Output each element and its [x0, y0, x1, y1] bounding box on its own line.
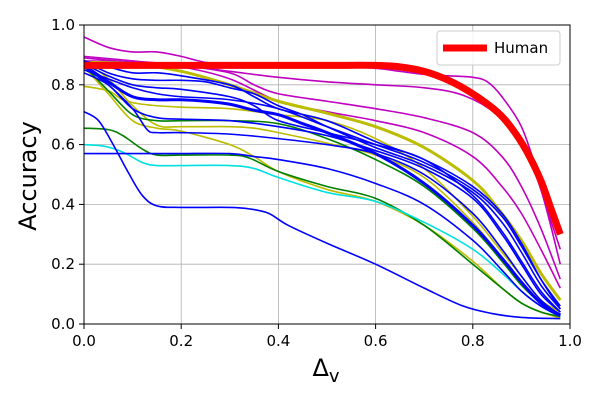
x-axis-title-subscript: v: [329, 366, 340, 387]
x-tick-label: 0.6: [364, 332, 388, 350]
legend-frame: [436, 30, 561, 66]
y-tick-label: 0.6: [51, 136, 75, 154]
y-tick-label: 0.0: [51, 315, 75, 333]
series-line-blue-2: [84, 152, 561, 318]
y-tick-label: 0.4: [51, 195, 75, 213]
series-line-cyan-1: [83, 143, 561, 318]
series-line-blue-6: [83, 60, 561, 310]
y-tick-label: 0.8: [51, 76, 75, 94]
x-axis: 0.0 0.2 0.4 0.6 0.8 1.0: [72, 324, 582, 350]
legend-label-human: Human: [494, 39, 548, 57]
y-axis-title: Accuracy: [14, 121, 42, 231]
x-tick-label: 1.0: [558, 332, 582, 350]
x-tick-label: 0.0: [72, 332, 96, 350]
x-axis-title-main: Δ: [312, 354, 329, 382]
x-tick-label: 0.4: [266, 332, 290, 350]
series-line-blue-thick: [83, 64, 562, 317]
series-line-blue-8: [83, 60, 561, 310]
series-line-blue-3: [83, 66, 561, 316]
series-line-magenta-1: [83, 36, 562, 250]
series-line-human: [84, 61, 564, 236]
x-tick-label: 0.8: [461, 332, 485, 350]
plot-frame: [83, 24, 571, 325]
series-line-blue-5: [83, 63, 561, 313]
series-group: [83, 36, 564, 320]
y-axis: 0.0 0.2 0.4 0.6 0.8 1.0: [51, 16, 84, 333]
x-tick-label: 0.2: [169, 332, 193, 350]
series-line-blue-4: [83, 72, 561, 313]
series-line-blue-7: [83, 69, 561, 307]
series-line-blue-1: [83, 111, 561, 320]
x-axis-title: Δv: [312, 354, 339, 387]
y-tick-label: 1.0: [51, 16, 75, 34]
series-line-green-1: [83, 127, 561, 318]
y-tick-label: 0.2: [51, 255, 75, 273]
legend: Human: [436, 30, 561, 66]
series-line-yellow-thick: [83, 60, 562, 301]
